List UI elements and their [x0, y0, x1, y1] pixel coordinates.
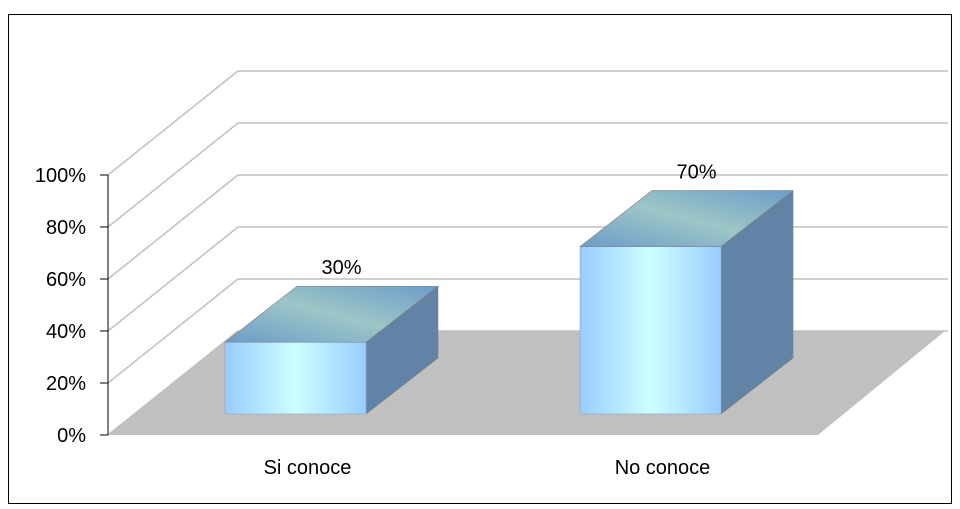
x-tick-label: Si conoce	[264, 457, 352, 479]
y-tick-label: 40%	[46, 321, 86, 343]
x-tick-label: No conoce	[615, 457, 711, 479]
y-tick-label: 20%	[46, 373, 86, 395]
gridline-diagonal	[107, 70, 239, 176]
gridline-diagonal	[107, 122, 239, 228]
y-tick-label: 0%	[57, 425, 86, 447]
x-axis-labels: Si conoce No conoce	[264, 457, 711, 479]
data-label: 70%	[676, 162, 716, 184]
y-axis-ticks: 0% 20% 40% 60% 80% 100%	[35, 165, 109, 447]
bar-top	[579, 190, 794, 247]
bar	[224, 341, 367, 415]
gridline-diagonal	[107, 226, 239, 332]
gridline-diagonal	[107, 174, 239, 280]
y-tick-label: 100%	[35, 165, 86, 187]
y-tick-label: 60%	[46, 269, 86, 291]
y-tick-label: 80%	[46, 217, 86, 239]
bars	[224, 189, 794, 415]
bar	[579, 246, 722, 415]
gridline-diagonal	[107, 278, 239, 384]
bar-top	[224, 285, 439, 343]
data-label: 30%	[321, 257, 361, 279]
data-labels: 30% 70%	[321, 162, 716, 280]
